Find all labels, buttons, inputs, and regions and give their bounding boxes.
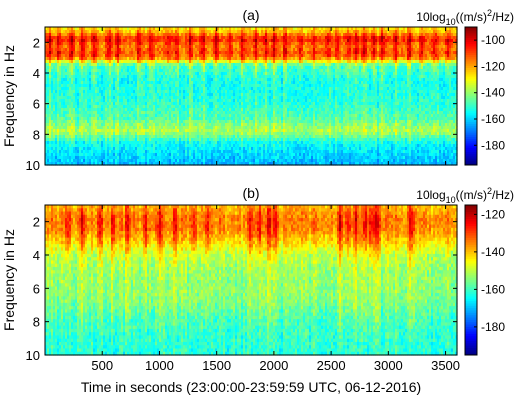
colorbar-tick-label: -100 xyxy=(481,33,505,47)
x-tick-label: 2500 xyxy=(317,358,346,373)
colorbar: -120 -140 -160 -180 xyxy=(464,204,505,356)
colorbar-label: 10log10((m/s)2/Hz) xyxy=(416,186,514,205)
heatmap-cells xyxy=(45,205,458,356)
colorbar-tick-label: -180 xyxy=(481,138,505,152)
y-tick-label: 6 xyxy=(33,281,40,296)
heatmap-cells xyxy=(45,27,458,166)
colorbar: -100 -120 -140 -160 -180 xyxy=(464,26,505,166)
x-axis-label: Time in seconds (23:00:00-23:59:59 UTC, … xyxy=(81,379,421,395)
y-tick-label: 2 xyxy=(33,35,40,50)
y-tick-label: 4 xyxy=(33,248,40,263)
colorbar-tick-label: -180 xyxy=(481,320,505,334)
y-tick-label: 2 xyxy=(33,215,40,230)
spectrogram-panel-1: 2 4 6 8 10 Frequency in Hz (a) -100 -120 -140 -160… xyxy=(1,7,514,173)
x-tick-label: 3000 xyxy=(374,358,403,373)
x-tick-label: 500 xyxy=(91,358,113,373)
x-tick-label: 3500 xyxy=(431,358,460,373)
panel-label: (a) xyxy=(242,7,259,23)
x-tick-label: 2000 xyxy=(259,358,288,373)
y-tick-label: 10 xyxy=(26,158,40,173)
spectrogram-panel-2: 500 1000 1500 2000 2500 3000 3500 2 4 6 8 10 Frequen… xyxy=(1,185,514,373)
colorbar-tick-label: -120 xyxy=(481,59,505,73)
colorbar-tick-label: -160 xyxy=(481,112,505,126)
panel-label: (b) xyxy=(242,185,259,201)
y-tick-label: 10 xyxy=(26,348,40,363)
colorbar-tick-label: -160 xyxy=(481,282,505,296)
colorbar-tick-label: -140 xyxy=(481,86,505,100)
colorbar-label: 10log10((m/s)2/Hz) xyxy=(416,8,514,27)
y-axis-label: Frequency in Hz xyxy=(1,45,17,147)
y-tick-label: 4 xyxy=(33,66,40,81)
y-tick-label: 6 xyxy=(33,97,40,112)
colorbar-tick-label: -140 xyxy=(481,245,505,259)
colorbar-tick-label: -120 xyxy=(481,207,505,221)
x-tick-label: 1000 xyxy=(145,358,174,373)
plot-frame xyxy=(44,26,458,166)
y-tick-label: 8 xyxy=(33,315,40,330)
y-tick-label: 8 xyxy=(33,127,40,142)
y-axis-label: Frequency in Hz xyxy=(1,229,17,331)
x-tick-label: 1500 xyxy=(202,358,231,373)
plot-frame xyxy=(44,204,458,356)
